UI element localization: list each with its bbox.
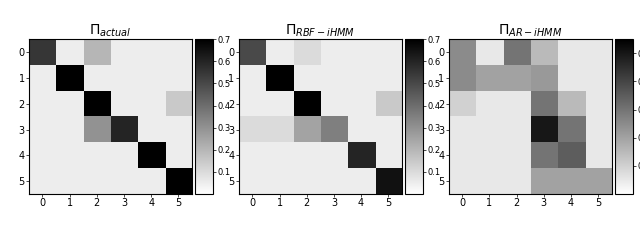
Title: $\Pi_{AR-iHMM}$: $\Pi_{AR-iHMM}$ bbox=[498, 23, 563, 39]
Title: $\Pi_{actual}$: $\Pi_{actual}$ bbox=[89, 23, 132, 39]
Title: $\Pi_{RBF-iHMM}$: $\Pi_{RBF-iHMM}$ bbox=[285, 23, 355, 39]
